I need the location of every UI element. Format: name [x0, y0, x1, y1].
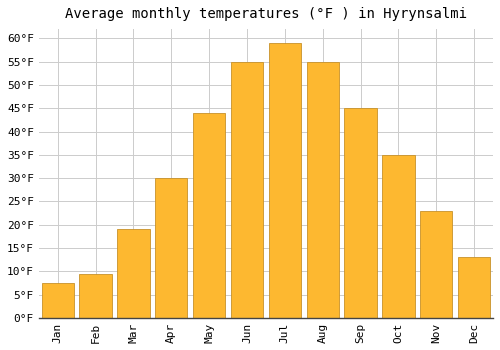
- Bar: [155, 178, 188, 318]
- Title: Average monthly temperatures (°F ) in Hyrynsalmi: Average monthly temperatures (°F ) in Hy…: [65, 7, 467, 21]
- Bar: [269, 43, 301, 318]
- Bar: [118, 229, 150, 318]
- Bar: [42, 283, 74, 318]
- Bar: [382, 155, 414, 318]
- Bar: [306, 62, 339, 318]
- Bar: [80, 274, 112, 318]
- Bar: [193, 113, 225, 318]
- Bar: [231, 62, 263, 318]
- Bar: [344, 108, 376, 318]
- Bar: [458, 257, 490, 318]
- Bar: [420, 211, 452, 318]
